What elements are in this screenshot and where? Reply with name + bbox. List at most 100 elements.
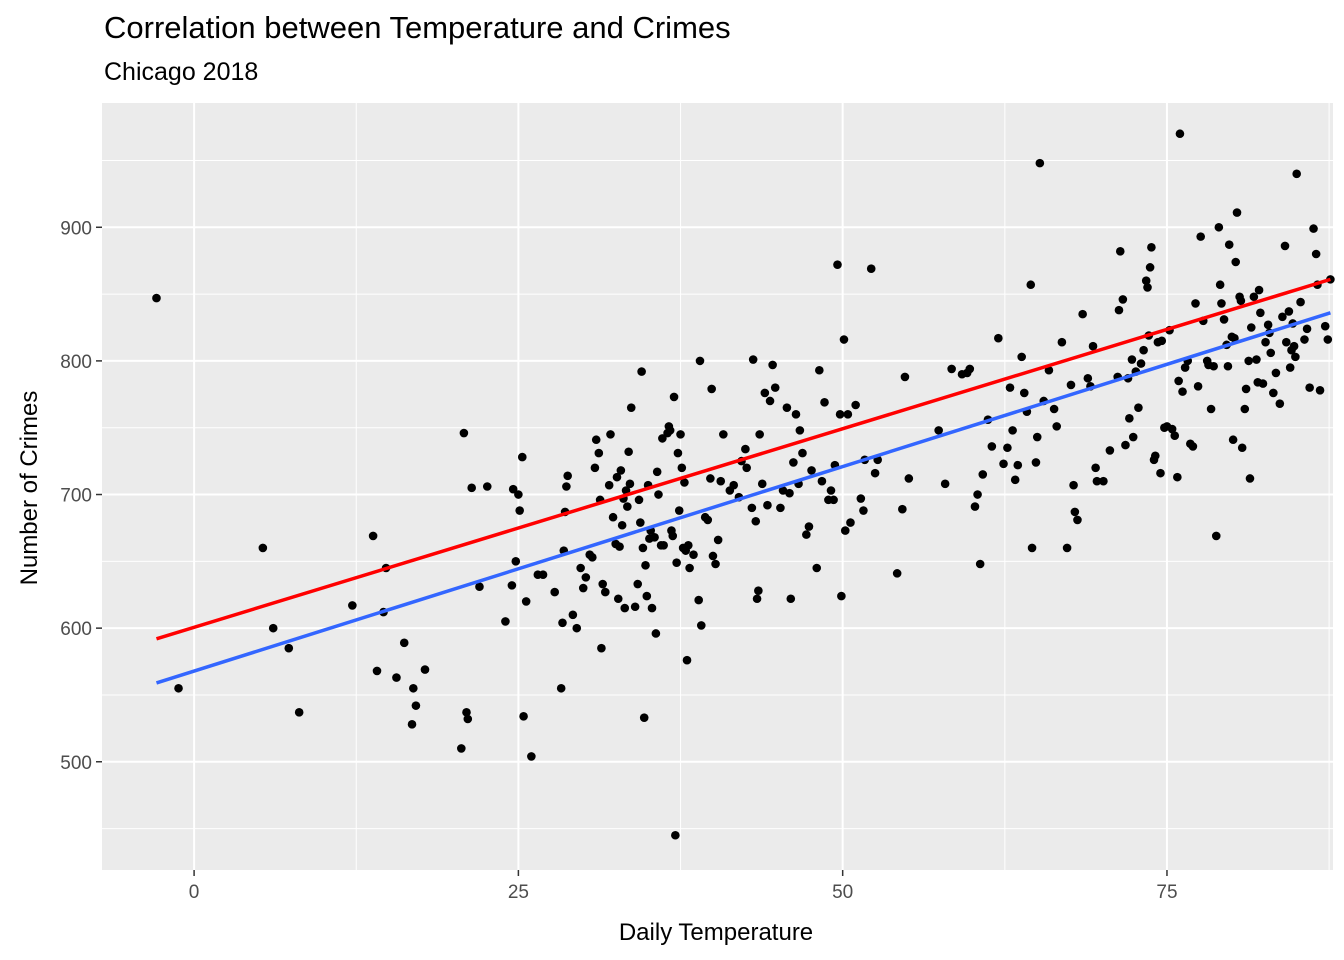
y-tick-label: 500 (60, 753, 92, 774)
plot-panel (102, 103, 1333, 870)
data-point (1031, 458, 1041, 467)
y-axis-title: Number of Crimes (16, 391, 43, 586)
data-point (975, 559, 985, 569)
data-point (475, 582, 484, 592)
data-point (965, 364, 975, 374)
data-point (837, 591, 846, 601)
data-point (550, 587, 560, 597)
data-point (947, 364, 956, 374)
data-point (898, 504, 907, 514)
data-point (798, 448, 807, 458)
x-tick-label: 50 (832, 882, 853, 903)
data-point (174, 683, 183, 693)
data-point (1178, 387, 1187, 396)
data-point (568, 610, 578, 620)
data-point (1261, 337, 1270, 347)
data-point (973, 490, 982, 499)
data-point (519, 712, 528, 721)
data-point (1091, 463, 1100, 473)
data-point (719, 430, 728, 439)
data-point (677, 463, 687, 473)
data-point (904, 474, 914, 483)
data-point (1275, 399, 1285, 408)
data-point (1069, 480, 1078, 490)
data-point (786, 594, 796, 604)
data-point (851, 400, 860, 410)
data-point (1249, 292, 1259, 302)
data-point (934, 426, 943, 435)
data-point (600, 587, 610, 597)
data-point (511, 557, 521, 566)
chart-title: Correlation between Temperature and Crim… (104, 10, 731, 45)
data-point (696, 621, 706, 630)
data-point (763, 500, 772, 510)
data-point (639, 713, 649, 722)
data-point (1044, 365, 1054, 375)
data-point (556, 683, 566, 693)
data-point (1078, 309, 1087, 319)
data-point (820, 398, 829, 407)
data-point (752, 594, 762, 604)
data-point (457, 744, 466, 753)
data-point (711, 559, 720, 569)
data-point (1092, 476, 1102, 486)
data-point (1167, 424, 1177, 434)
data-point (626, 403, 636, 412)
data-point (994, 333, 1003, 343)
data-point (1309, 224, 1318, 233)
data-point (616, 466, 626, 475)
data-point (754, 586, 763, 596)
data-point (581, 573, 591, 582)
data-point (411, 701, 421, 710)
data-point (785, 488, 794, 498)
data-point (1010, 475, 1020, 485)
data-point (467, 483, 476, 493)
data-point (604, 480, 614, 490)
data-point (776, 503, 785, 513)
data-point (608, 512, 618, 522)
data-point (407, 720, 417, 729)
data-point (694, 595, 703, 605)
x-axis: 0 25 50 75 (189, 870, 1178, 903)
data-point (1193, 381, 1203, 391)
data-point (399, 638, 409, 648)
data-point (846, 518, 855, 527)
data-point (1300, 335, 1309, 344)
data-point (1073, 515, 1082, 525)
data-point (1228, 435, 1238, 445)
data-point (1003, 443, 1012, 453)
data-point (1066, 380, 1076, 390)
y-axis: 500 600 700 800 900 (60, 218, 102, 774)
y-tick-label: 800 (60, 352, 92, 373)
data-point (294, 708, 304, 717)
data-point (642, 591, 652, 601)
data-point (258, 543, 268, 553)
data-point (591, 435, 601, 445)
data-point (970, 502, 980, 511)
data-point (623, 502, 632, 511)
data-point (1231, 257, 1241, 267)
data-point (682, 655, 692, 665)
data-point (517, 452, 527, 462)
data-point (1223, 361, 1233, 371)
data-point (987, 442, 997, 451)
data-point (1188, 442, 1198, 451)
data-point (1323, 335, 1333, 344)
data-point (527, 752, 536, 761)
data-point (563, 471, 572, 481)
data-point (1284, 307, 1294, 316)
data-point (742, 463, 751, 473)
data-point (1125, 414, 1134, 423)
data-point (1147, 243, 1156, 252)
data-point (1057, 337, 1067, 347)
data-point (729, 480, 739, 490)
data-point (1157, 336, 1167, 346)
data-point (748, 355, 758, 364)
data-point (562, 482, 571, 491)
data-point (1105, 446, 1115, 455)
data-point (463, 714, 473, 724)
data-point (770, 383, 780, 392)
data-point (1134, 403, 1143, 412)
trend-line (155, 277, 1331, 641)
data-point (1236, 296, 1246, 306)
